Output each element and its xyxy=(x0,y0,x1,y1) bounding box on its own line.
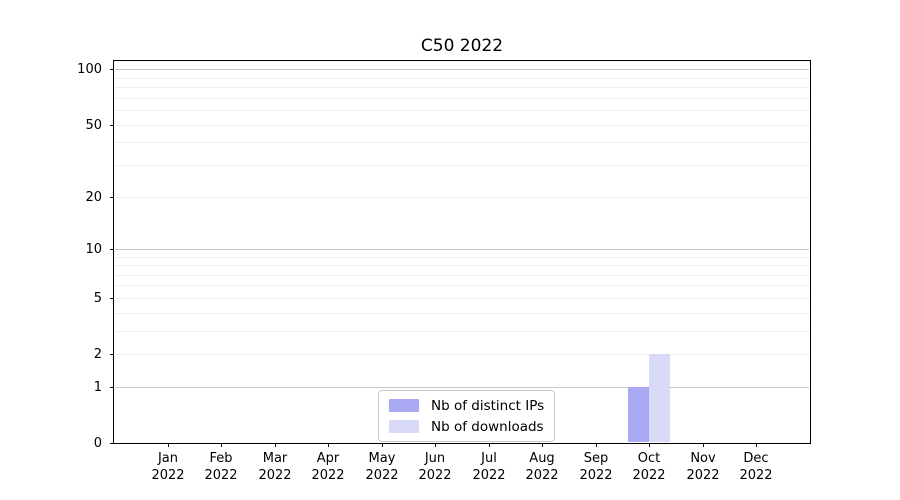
minor-gridline xyxy=(115,98,809,99)
x-tick-label: Jun 2022 xyxy=(418,451,452,483)
legend: Nb of distinct IPs Nb of downloads xyxy=(378,390,556,442)
x-tick-label: Jul 2022 xyxy=(472,451,506,483)
bar-distinct-ips xyxy=(628,387,649,442)
minor-gridline xyxy=(115,110,809,111)
minor-gridline xyxy=(115,142,809,143)
x-tick-mark xyxy=(756,443,757,447)
y-tick-label: 5 xyxy=(93,291,102,306)
x-tick-label: Jan 2022 xyxy=(151,451,185,483)
y-tick-mark xyxy=(110,125,114,126)
x-tick-label: Dec 2022 xyxy=(739,451,773,483)
y-tick-mark xyxy=(110,197,114,198)
legend-label: Nb of downloads xyxy=(431,418,544,435)
minor-gridline xyxy=(115,265,809,266)
minor-gridline xyxy=(115,125,809,126)
minor-gridline xyxy=(115,78,809,79)
x-tick-label: Apr 2022 xyxy=(311,451,345,483)
x-tick-label: Mar 2022 xyxy=(258,451,292,483)
major-gridline xyxy=(115,249,809,250)
y-tick-label: 50 xyxy=(85,118,102,133)
y-tick-mark xyxy=(110,387,114,388)
minor-gridline xyxy=(115,313,809,314)
minor-gridline xyxy=(115,285,809,286)
x-tick-mark xyxy=(168,443,169,447)
minor-gridline xyxy=(115,331,809,332)
x-tick-mark xyxy=(435,443,436,447)
legend-swatch-icon xyxy=(389,420,419,433)
x-tick-label: Feb 2022 xyxy=(204,451,238,483)
y-tick-mark xyxy=(110,298,114,299)
x-tick-mark xyxy=(382,443,383,447)
x-tick-label: Sep 2022 xyxy=(579,451,613,483)
x-tick-label: Aug 2022 xyxy=(525,451,559,483)
y-tick-mark xyxy=(110,249,114,250)
major-gridline xyxy=(115,69,809,70)
x-tick-mark xyxy=(328,443,329,447)
y-tick-label: 1 xyxy=(93,380,102,395)
major-gridline xyxy=(115,387,809,388)
x-tick-label: May 2022 xyxy=(365,451,399,483)
x-tick-mark xyxy=(275,443,276,447)
y-tick-label: 10 xyxy=(85,242,102,257)
minor-gridline xyxy=(115,275,809,276)
x-tick-label: Oct 2022 xyxy=(632,451,666,483)
y-tick-label: 20 xyxy=(85,190,102,205)
minor-gridline xyxy=(115,87,809,88)
minor-gridline xyxy=(115,197,809,198)
minor-gridline xyxy=(115,165,809,166)
y-tick-mark xyxy=(110,354,114,355)
x-tick-mark xyxy=(542,443,543,447)
minor-gridline xyxy=(115,354,809,355)
minor-gridline xyxy=(115,257,809,258)
y-tick-mark xyxy=(110,443,114,444)
x-tick-mark xyxy=(489,443,490,447)
x-tick-mark xyxy=(649,443,650,447)
minor-gridline xyxy=(115,298,809,299)
x-tick-mark xyxy=(703,443,704,447)
legend-entry: Nb of downloads xyxy=(389,418,544,435)
legend-label: Nb of distinct IPs xyxy=(431,397,545,414)
y-tick-label: 0 xyxy=(93,436,102,451)
legend-entry: Nb of distinct IPs xyxy=(389,397,544,414)
chart-title: C50 2022 xyxy=(420,36,504,56)
x-tick-mark xyxy=(221,443,222,447)
y-tick-mark xyxy=(110,69,114,70)
bar-downloads xyxy=(649,354,670,442)
y-tick-label: 100 xyxy=(77,62,102,77)
x-tick-mark xyxy=(596,443,597,447)
y-tick-label: 2 xyxy=(93,347,102,362)
legend-swatch-icon xyxy=(389,399,419,412)
x-tick-label: Nov 2022 xyxy=(686,451,720,483)
